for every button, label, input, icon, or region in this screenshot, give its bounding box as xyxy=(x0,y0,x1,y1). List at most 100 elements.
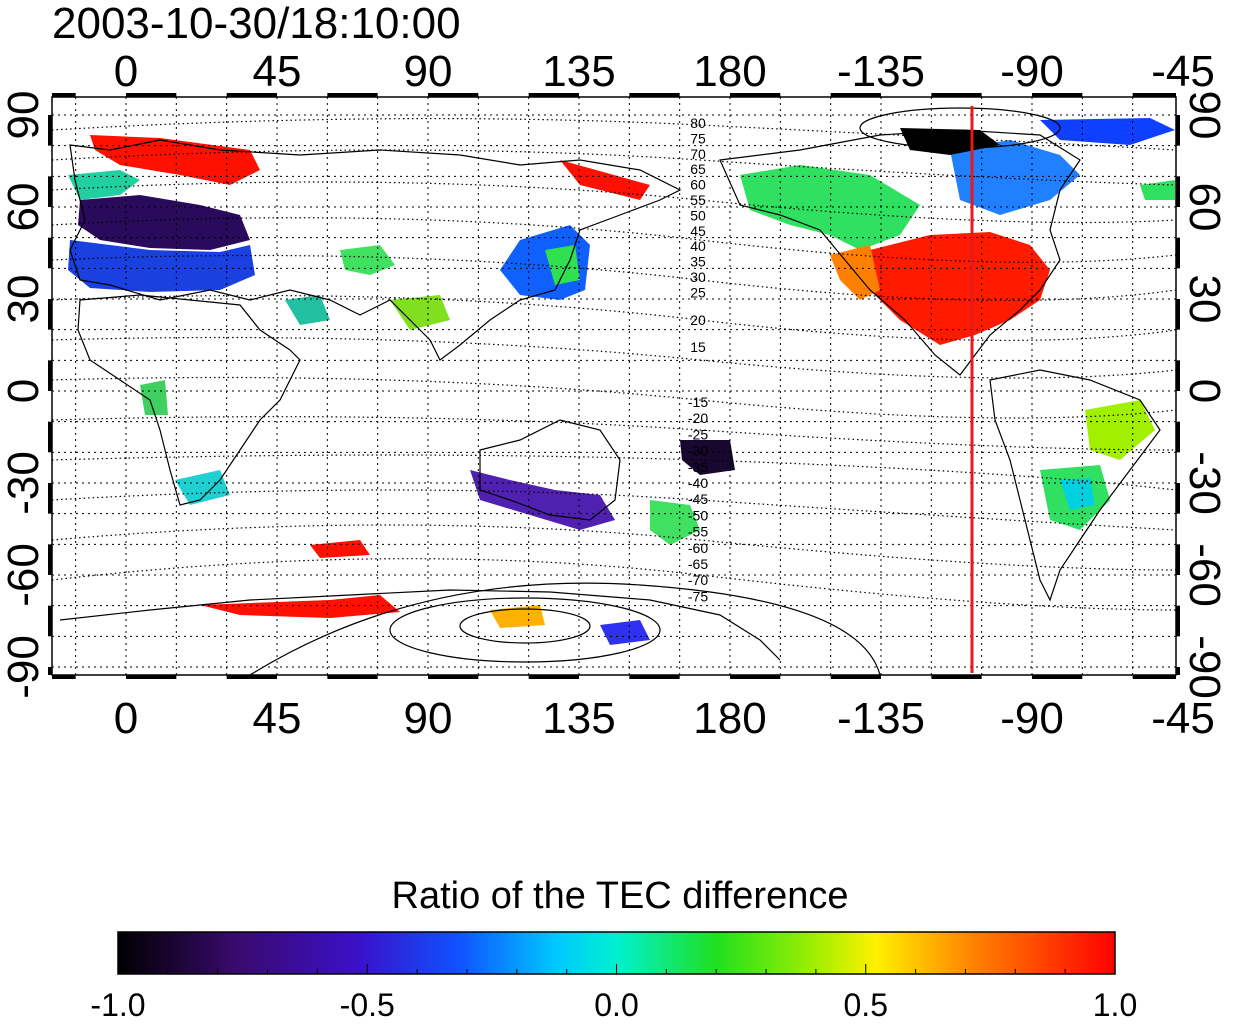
lon-tick-label-top: 90 xyxy=(404,47,453,96)
map-timestamp: 2003-10-30/18:10:00 xyxy=(52,0,461,48)
frame-bar-left xyxy=(48,605,52,637)
frame-bar-bottom xyxy=(730,675,781,679)
contour-label: 65 xyxy=(690,161,706,177)
data-patch-mideast-mix xyxy=(285,295,330,325)
frame-bar-right xyxy=(1176,237,1180,269)
colorbar-title: Ratio of the TEC difference xyxy=(391,875,849,917)
lat-tick-label-left: 0 xyxy=(0,379,48,403)
lon-tick-label-bottom: 180 xyxy=(693,694,766,743)
contour-label: 35 xyxy=(690,254,706,270)
coast-africa xyxy=(77,294,301,506)
lat-tick-label-left: 90 xyxy=(0,91,48,140)
data-patch-pacific-dark xyxy=(680,440,735,475)
frame-bar-top xyxy=(126,93,177,97)
contour-label: -35 xyxy=(688,459,708,475)
frame-bar-right xyxy=(1176,176,1180,207)
lon-tick-label-bottom: -90 xyxy=(1000,694,1064,743)
contour-label: -20 xyxy=(688,410,708,426)
lon-tick-label-top: -135 xyxy=(837,47,925,96)
contour-line xyxy=(52,558,1176,611)
contour-label: -55 xyxy=(688,524,708,540)
data-patch-africa-green xyxy=(140,380,168,415)
frame-bar-left xyxy=(48,483,52,514)
data-patch-samerica-cyan xyxy=(1060,478,1095,510)
frame-bar-left xyxy=(48,360,52,391)
contour-line xyxy=(52,294,1176,342)
contour-label: 25 xyxy=(690,284,706,300)
frame-bar-top xyxy=(629,93,680,97)
contour-label: -50 xyxy=(688,507,708,523)
lon-tick-label-bottom: 0 xyxy=(114,694,138,743)
data-patch-asia-green xyxy=(340,245,395,275)
data-patch-nz-green xyxy=(650,500,700,545)
contour-label: -75 xyxy=(688,588,708,604)
data-patch-antarctic-red xyxy=(200,595,400,618)
frame-bar-left xyxy=(48,115,52,146)
frame-bar-left xyxy=(48,237,52,269)
data-patch-europe-red xyxy=(90,135,260,185)
frame-bar-bottom xyxy=(52,675,76,679)
data-patch-africa-cyan xyxy=(175,470,230,505)
lon-tick-label-bottom: -45 xyxy=(1151,694,1215,743)
contour-label: -40 xyxy=(688,475,708,491)
lon-tick-label-top: -90 xyxy=(1000,47,1064,96)
data-patch-namerica-green xyxy=(740,165,920,250)
contour-line xyxy=(52,336,1176,379)
lat-tick-label-left: 30 xyxy=(0,275,48,324)
contour-label: -70 xyxy=(688,572,708,588)
lat-tick-label-right: 0 xyxy=(1180,379,1229,403)
contour-south-arc xyxy=(249,582,881,675)
map-grid xyxy=(52,97,1176,675)
data-patch-antarctic-red-2 xyxy=(310,540,370,558)
contour-label: -45 xyxy=(688,491,708,507)
colorbar-tick-label: -0.5 xyxy=(340,987,395,1023)
contour-label: 60 xyxy=(690,177,706,193)
frame-bar-bottom xyxy=(931,675,982,679)
frame-bar-top xyxy=(830,93,881,97)
data-patch-india-mix xyxy=(390,295,450,330)
lon-labels-top: 0 45 90 135 180 -135 -90 -45 xyxy=(114,47,1215,96)
contour-line xyxy=(52,117,1176,151)
frame-bar-top xyxy=(730,93,781,97)
contour-label: -60 xyxy=(688,540,708,556)
frame-bar-top xyxy=(528,93,579,97)
frame-bar-bottom xyxy=(1032,675,1083,679)
lat-tick-label-right: -60 xyxy=(1180,543,1229,607)
frame-scale-bars xyxy=(48,93,1180,679)
lat-tick-label-right: 60 xyxy=(1180,183,1229,232)
magnetic-contours-solid xyxy=(249,107,1061,675)
contour-label: -30 xyxy=(688,443,708,459)
contour-label: 20 xyxy=(690,312,706,328)
data-patch-arctic-blue xyxy=(1040,118,1175,145)
frame-bar-top xyxy=(1032,93,1083,97)
data-patch-australia-purple xyxy=(470,470,615,530)
frame-bar-right xyxy=(1176,483,1180,514)
lat-labels-right: 90 60 30 0 -30 -60 -90 xyxy=(1180,91,1229,699)
tec-data-layer xyxy=(68,118,1175,645)
contour-line xyxy=(52,416,1176,451)
frame-bar-bottom xyxy=(528,675,579,679)
lat-tick-label-right: 30 xyxy=(1180,275,1229,324)
coast-australia xyxy=(479,419,621,521)
data-patch-europe-teal xyxy=(68,170,140,200)
frame-bar-top xyxy=(1132,93,1176,97)
frame-bar-top xyxy=(226,93,277,97)
contour-pole-south xyxy=(459,608,591,644)
frame-bar-right xyxy=(1176,421,1180,453)
lon-tick-label-top: 0 xyxy=(114,47,138,96)
lon-tick-label-top: 135 xyxy=(542,47,615,96)
frame-bar-left xyxy=(48,421,52,453)
contour-label: 55 xyxy=(690,192,706,208)
data-patch-arctic-green xyxy=(1140,180,1175,200)
lon-tick-label-top: -45 xyxy=(1151,47,1215,96)
contour-label: 30 xyxy=(690,269,706,285)
frame-bar-left xyxy=(48,299,52,330)
data-patch-north-red xyxy=(560,160,650,200)
lat-tick-label-left: -90 xyxy=(0,635,48,699)
colorbar-tick-label: -1.0 xyxy=(90,987,145,1023)
data-patch-canada-blue xyxy=(950,140,1080,215)
frame-bar-right xyxy=(1176,299,1180,330)
contour-label: 50 xyxy=(690,207,706,223)
